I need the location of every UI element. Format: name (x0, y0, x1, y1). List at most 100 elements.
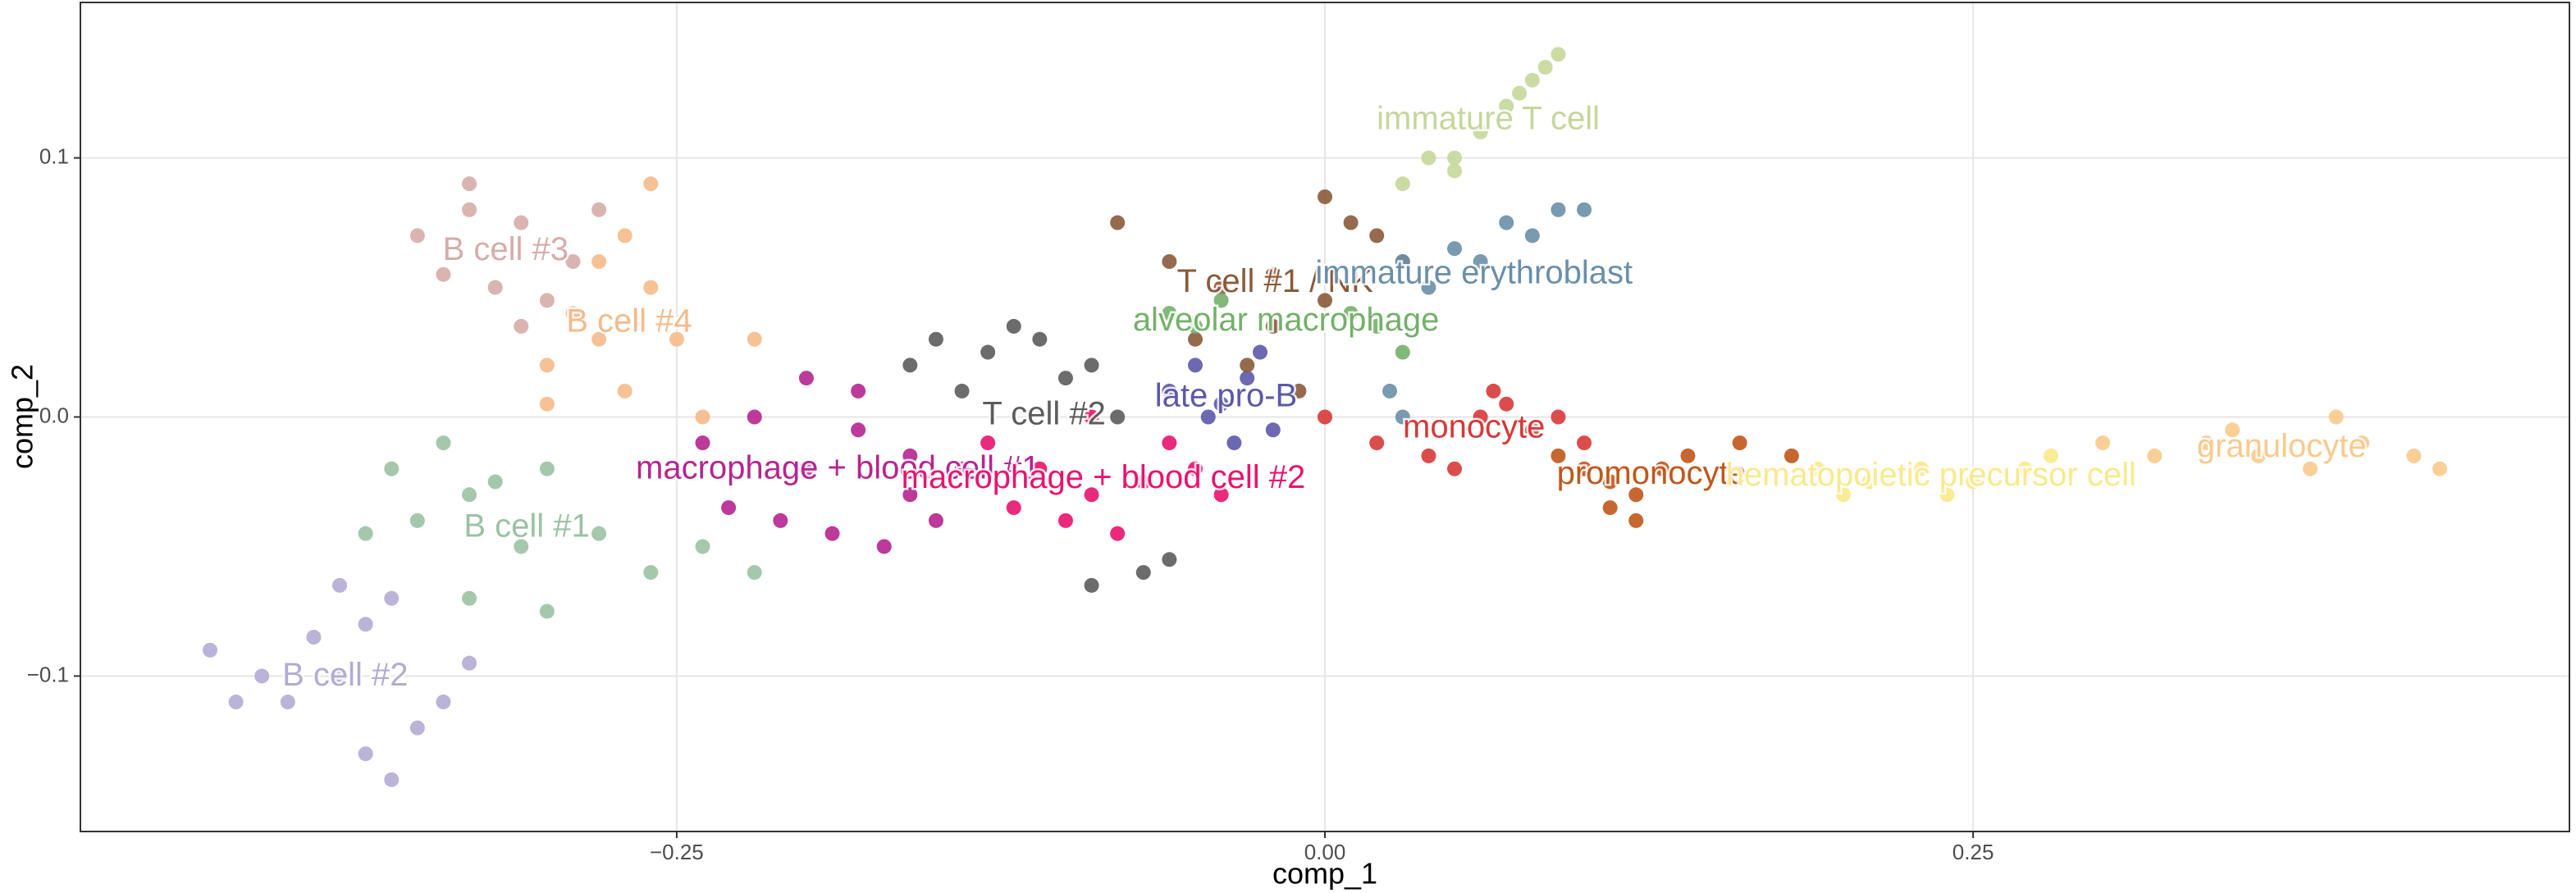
point (773, 513, 788, 528)
point (695, 435, 710, 451)
point (1032, 331, 1048, 347)
x-tick-label: 0.25 (1953, 840, 1994, 864)
point (2328, 409, 2344, 425)
point (514, 318, 529, 334)
point (409, 720, 425, 736)
point (591, 253, 607, 269)
point (539, 461, 555, 476)
point (2095, 435, 2111, 451)
point (1602, 500, 1618, 516)
point (1265, 318, 1281, 334)
point (1369, 435, 1385, 451)
point (1421, 448, 1436, 463)
point (1784, 448, 1799, 463)
point (1343, 215, 1359, 230)
point (1654, 461, 1669, 476)
point (1421, 280, 1436, 295)
point (1162, 383, 1177, 399)
point (1187, 318, 1203, 334)
cluster-label: T cell #1 / NK (1177, 263, 1374, 299)
point (1110, 215, 1126, 230)
point (1213, 396, 1229, 412)
point (2302, 461, 2318, 476)
x-tick-label: −0.25 (650, 840, 704, 864)
point (1447, 241, 1463, 257)
point (2199, 435, 2214, 451)
point (954, 383, 970, 399)
point (1226, 435, 1242, 451)
point (409, 228, 425, 244)
point (980, 435, 996, 451)
point (1318, 293, 1332, 308)
point (1084, 409, 1099, 425)
point (2043, 448, 2058, 463)
point (721, 500, 737, 516)
cluster-label: hematopoietic precursor cell (1726, 457, 2136, 493)
point (1369, 318, 1385, 334)
point (747, 565, 762, 581)
point (565, 306, 581, 321)
point (695, 539, 710, 554)
point (747, 331, 762, 347)
point (1213, 487, 1229, 503)
point (1810, 461, 1825, 476)
point (1499, 98, 1514, 114)
point (1395, 176, 1410, 192)
point (1032, 461, 1048, 476)
point (1499, 215, 1514, 230)
point (1577, 435, 1592, 451)
point (1551, 409, 1566, 425)
point (1240, 358, 1255, 373)
point (1084, 487, 1099, 503)
point (1057, 371, 1073, 386)
y-tick-label: 0.0 (39, 403, 69, 427)
point (591, 331, 607, 347)
point (1265, 267, 1281, 282)
point (1006, 318, 1021, 334)
point (2147, 448, 2163, 463)
point (1162, 552, 1177, 567)
y-tick-label: 0.1 (39, 144, 69, 168)
point (902, 487, 918, 503)
point (591, 526, 607, 541)
point (1318, 189, 1332, 204)
point (539, 604, 555, 619)
point (617, 383, 633, 399)
point (1213, 293, 1229, 308)
point (1537, 59, 1553, 75)
point (539, 358, 555, 373)
point (565, 253, 581, 269)
point (384, 461, 400, 476)
point (1551, 448, 1566, 463)
point (1162, 435, 1177, 451)
point (358, 617, 373, 632)
point (1200, 409, 1216, 425)
point (1369, 228, 1385, 244)
point (462, 655, 477, 671)
cluster-label: late pro-B (1155, 377, 1297, 413)
point (1395, 344, 1410, 360)
point (669, 331, 684, 347)
point (539, 396, 555, 412)
point (1913, 461, 1929, 476)
point (1395, 409, 1410, 425)
point (1187, 461, 1203, 476)
point (2250, 448, 2266, 463)
point (1291, 383, 1307, 399)
point (462, 202, 477, 217)
point (2017, 461, 2033, 476)
point (1628, 513, 1644, 528)
point (1135, 565, 1151, 581)
point (2225, 422, 2240, 438)
point (1680, 448, 1696, 463)
cluster-label: promonocyte (1557, 455, 1747, 491)
point (306, 630, 322, 645)
cluster-label: alveolar macrophage (1133, 302, 1440, 338)
point (824, 526, 840, 541)
point (954, 461, 970, 476)
point (2406, 448, 2422, 463)
cluster-label: B cell #3 (443, 231, 569, 267)
point (1966, 474, 1981, 490)
point (591, 202, 607, 217)
